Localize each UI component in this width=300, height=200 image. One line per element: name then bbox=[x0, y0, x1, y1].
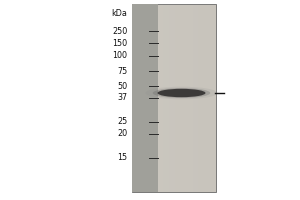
Bar bbox=[178, 4, 181, 192]
Bar bbox=[199, 4, 201, 192]
Bar bbox=[190, 4, 193, 192]
Bar bbox=[196, 4, 199, 192]
Bar bbox=[163, 4, 166, 192]
Bar bbox=[166, 4, 169, 192]
Text: 250: 250 bbox=[112, 26, 128, 36]
Bar bbox=[213, 4, 216, 192]
Bar bbox=[132, 4, 158, 192]
Text: kDa: kDa bbox=[112, 8, 127, 18]
Bar bbox=[181, 4, 184, 192]
Bar bbox=[172, 4, 175, 192]
Ellipse shape bbox=[153, 88, 210, 98]
Bar bbox=[169, 4, 172, 192]
Text: 75: 75 bbox=[117, 66, 128, 75]
Text: 15: 15 bbox=[117, 154, 128, 162]
Text: 25: 25 bbox=[117, 117, 128, 127]
Bar bbox=[187, 4, 190, 192]
Ellipse shape bbox=[146, 87, 218, 99]
Text: 100: 100 bbox=[112, 51, 128, 60]
Bar bbox=[158, 4, 160, 192]
Bar bbox=[204, 4, 207, 192]
Bar bbox=[132, 4, 216, 192]
Bar bbox=[201, 4, 204, 192]
Text: 20: 20 bbox=[117, 130, 128, 138]
Bar bbox=[175, 4, 178, 192]
Text: 50: 50 bbox=[117, 82, 128, 90]
Text: 150: 150 bbox=[112, 38, 128, 47]
Bar bbox=[210, 4, 213, 192]
Bar bbox=[160, 4, 164, 192]
Text: 37: 37 bbox=[117, 94, 128, 102]
Bar bbox=[193, 4, 196, 192]
Ellipse shape bbox=[158, 89, 206, 97]
Bar bbox=[184, 4, 187, 192]
Bar bbox=[207, 4, 210, 192]
